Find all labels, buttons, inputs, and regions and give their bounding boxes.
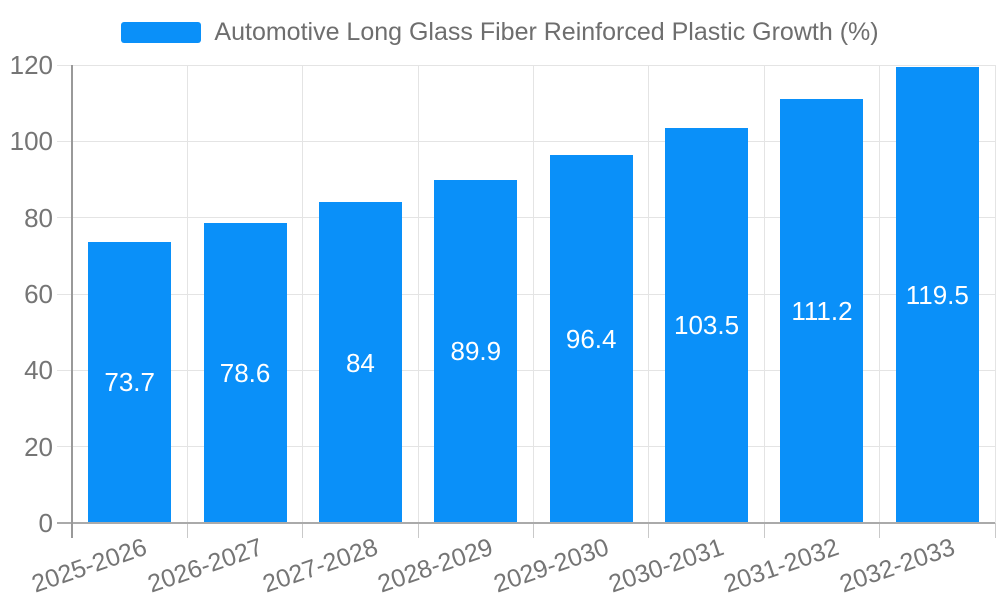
bar-value-label: 119.5 [905, 279, 969, 310]
y-axis-tick-label: 40 [24, 355, 53, 386]
y-axis-tick-label: 0 [38, 508, 53, 538]
gridline-horizontal [57, 217, 995, 219]
x-axis-tick-label: 2032-2033 [835, 533, 959, 599]
gridline-vertical [533, 65, 534, 523]
bar-value-label: 78.6 [219, 357, 271, 388]
x-axis-tick-label: 2029-2030 [489, 533, 612, 599]
bar[interactable]: 111.2 [780, 98, 864, 523]
bar-value-label: 96.4 [565, 324, 617, 355]
gridline-vertical [186, 65, 188, 523]
bar-value-label: 89.9 [450, 336, 502, 367]
gridline-vertical [648, 65, 650, 523]
legend[interactable]: Automotive Long Glass Fiber Reinforced P… [0, 19, 1000, 45]
x-axis-tick-label: 2027-2028 [259, 533, 382, 599]
y-axis-tick-label: 60 [24, 279, 53, 309]
x-axis-tick [994, 523, 996, 538]
gridline-vertical [302, 65, 304, 523]
bar-value-label: 73.7 [104, 367, 155, 398]
x-axis-tick-label: 2030-2031 [605, 533, 728, 599]
legend-label: Automotive Long Glass Fiber Reinforced P… [214, 18, 879, 46]
gridline-vertical [763, 65, 765, 523]
y-axis-tick-label: 120 [9, 50, 53, 80]
x-axis-tick [302, 523, 304, 538]
bar[interactable]: 78.6 [203, 223, 287, 523]
legend-swatch-icon [121, 21, 202, 43]
gridline-vertical [417, 65, 419, 523]
y-axis-tick-label: 100 [9, 126, 53, 157]
x-axis-tick [186, 523, 188, 538]
gridline-horizontal [57, 446, 995, 448]
y-axis-tick-label: 20 [24, 431, 53, 462]
x-axis-tick [879, 523, 881, 538]
bar[interactable]: 103.5 [665, 127, 749, 523]
gridline-vertical [879, 65, 881, 523]
x-axis-tick [417, 523, 419, 538]
gridline-vertical [994, 65, 996, 523]
bar-value-label: 84 [345, 347, 375, 378]
gridline-horizontal [57, 64, 995, 66]
x-axis-tick-label: 2026-2027 [143, 533, 266, 599]
x-axis-line [57, 522, 995, 524]
x-axis-tick-label: 2025-2026 [28, 533, 151, 599]
x-axis-tick [648, 523, 650, 538]
bar-value-label: 103.5 [674, 310, 740, 341]
bar-value-label: 111.2 [791, 295, 853, 326]
gridline-horizontal [57, 140, 995, 142]
x-axis-tick-label: 2031-2032 [720, 533, 843, 599]
x-axis-tick [763, 523, 765, 538]
x-axis-tick-label: 2028-2029 [374, 533, 497, 599]
bar[interactable]: 119.5 [895, 66, 979, 523]
gridline-horizontal [57, 369, 995, 371]
bar[interactable]: 89.9 [434, 179, 518, 523]
bar[interactable]: 96.4 [549, 155, 633, 523]
x-axis-tick [533, 523, 534, 538]
gridline-horizontal [57, 293, 995, 295]
bar[interactable]: 84 [318, 202, 402, 523]
y-axis-tick-label: 80 [24, 202, 53, 233]
y-axis-line [71, 65, 73, 538]
bar[interactable]: 73.7 [88, 241, 172, 523]
